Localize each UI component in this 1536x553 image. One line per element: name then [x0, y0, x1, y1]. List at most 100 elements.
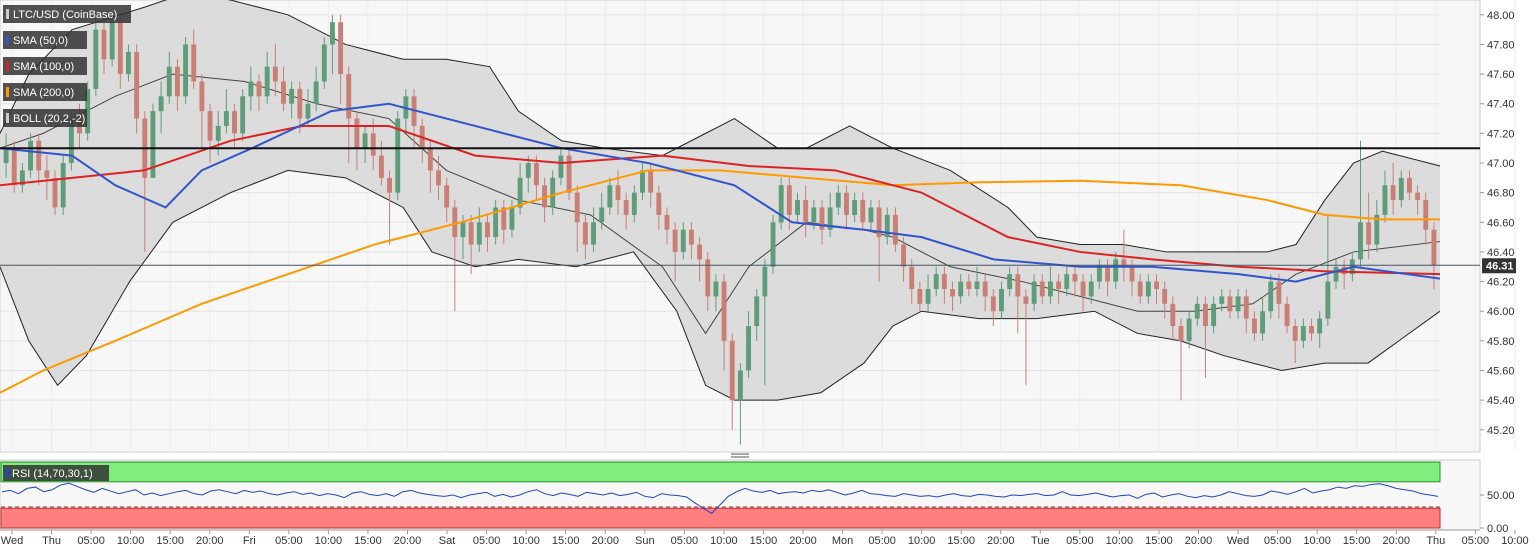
candle — [183, 37, 189, 104]
candle-body — [648, 170, 654, 193]
candle — [248, 66, 254, 112]
time-tick-label: 05:00 — [1462, 535, 1490, 547]
candle-body — [1047, 281, 1053, 297]
candle — [713, 274, 719, 312]
candle — [3, 133, 9, 178]
candle — [60, 155, 66, 215]
candle-body — [166, 66, 172, 97]
candle — [1292, 318, 1298, 364]
candle — [329, 14, 335, 75]
candle-body — [558, 155, 564, 178]
candle — [950, 281, 955, 312]
candle-body — [223, 111, 229, 126]
time-tick-label: 20:00 — [1185, 535, 1213, 547]
legend-item-swatch — [6, 9, 9, 19]
candle — [427, 140, 433, 193]
candle — [990, 288, 996, 327]
candle-body — [3, 148, 9, 164]
sma-200-line — [0, 169, 1440, 394]
candle — [36, 133, 42, 186]
rsi-legend: RSI (14,70,30,1) — [3, 465, 109, 481]
rsi-panel: 50.00 0.00 RSI (14,70,30,1) — [0, 459, 1515, 535]
candle — [1398, 170, 1404, 208]
candle — [795, 192, 800, 223]
candle-body — [240, 96, 246, 134]
candle-body — [338, 22, 344, 75]
candle-body — [1194, 303, 1200, 319]
candle — [1219, 288, 1225, 312]
candle-body — [117, 22, 123, 75]
candle-body — [313, 81, 319, 104]
candle-body — [982, 281, 988, 297]
time-tick-label: 05:00 — [77, 535, 105, 547]
candle — [346, 66, 352, 164]
candle-body — [721, 281, 727, 341]
candle-body — [623, 200, 629, 215]
time-tick-label: 20:00 — [591, 535, 619, 547]
legend-item: SMA (200,0) — [3, 83, 87, 101]
candle — [982, 274, 988, 312]
candle — [754, 288, 760, 341]
candle-body — [754, 296, 760, 327]
candle — [1023, 288, 1029, 386]
candle — [746, 311, 752, 378]
candle-body — [525, 163, 531, 178]
candle — [1039, 274, 1045, 304]
rsi-polyline — [1, 482, 1439, 515]
legend-item-label: LTC/USD (CoinBase) — [13, 9, 117, 21]
candle-body — [468, 222, 474, 245]
candle — [338, 14, 344, 104]
candle — [85, 81, 91, 141]
candle-body — [892, 214, 898, 245]
candle-body — [1080, 281, 1086, 297]
time-tick-label: 05:00 — [275, 535, 303, 547]
candle-body — [607, 185, 613, 208]
candle — [1382, 170, 1388, 223]
candle — [1211, 296, 1217, 334]
candle-body — [1341, 266, 1347, 275]
candle — [884, 207, 890, 245]
time-tick-label: 15:00 — [156, 535, 184, 547]
price-tick-label: 47.60 — [1487, 69, 1515, 81]
candle — [166, 51, 172, 104]
time-tick-label: 10:00 — [908, 535, 936, 547]
candle — [1007, 266, 1013, 297]
candle-body — [1423, 200, 1429, 230]
candle-body — [36, 140, 42, 171]
rsi-line — [1, 482, 1439, 515]
candle-body — [93, 29, 99, 89]
candle — [933, 266, 939, 297]
price-y-axis: 48.00 47.80 47.60 47.40 47.20 47.00 46.80 46.60… — [1480, 10, 1515, 437]
candle — [1088, 274, 1094, 304]
candle — [623, 192, 629, 230]
panel-resize-handle[interactable] — [731, 453, 749, 458]
candle-body — [713, 281, 719, 297]
legend-item-box — [3, 31, 87, 49]
candle-body — [786, 185, 792, 215]
candle — [566, 148, 572, 201]
time-tick-label: 10:00 — [1501, 535, 1529, 547]
time-tick-label: Sun — [635, 535, 655, 547]
candle — [827, 192, 833, 238]
candle — [444, 177, 450, 223]
candle-body — [11, 148, 17, 186]
candle-body — [1186, 318, 1192, 341]
candle-body — [85, 88, 91, 134]
candle — [1145, 274, 1151, 304]
candle-body — [1317, 318, 1323, 334]
candle-body — [60, 163, 66, 208]
price-tick-label: 47.80 — [1487, 39, 1515, 51]
candle-body — [1072, 274, 1078, 282]
candle-body — [1276, 281, 1282, 304]
candle-body — [591, 222, 596, 245]
candle — [281, 66, 286, 112]
candle-body — [501, 207, 507, 230]
rsi-oversold-zone — [0, 507, 1441, 529]
candle-body — [1056, 281, 1062, 289]
candle-body — [1088, 281, 1094, 297]
candle-body — [852, 200, 858, 215]
candle-body — [1390, 185, 1396, 201]
time-tick-label: 20:00 — [987, 535, 1015, 547]
candle — [680, 222, 686, 260]
price-tick-label: 45.40 — [1487, 395, 1515, 407]
